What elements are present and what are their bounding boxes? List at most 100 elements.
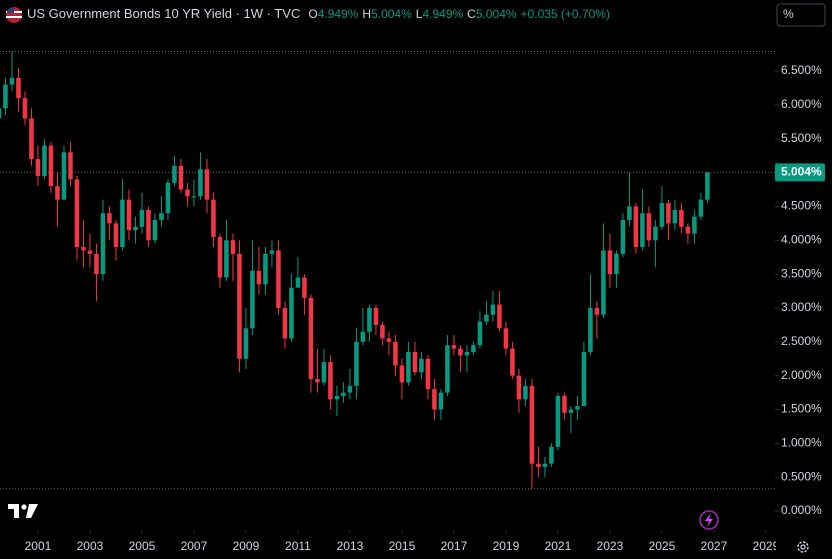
candle-body <box>516 375 522 400</box>
x-tick-label: 2023 <box>597 539 624 553</box>
candle-body <box>308 297 314 380</box>
scale-button-label[interactable]: % <box>783 7 794 21</box>
candle-body <box>633 206 639 248</box>
candle-body <box>165 182 171 214</box>
candle-body <box>178 165 184 190</box>
candle-body <box>107 213 112 224</box>
candle-body <box>575 406 580 410</box>
y-tick-label: 5.500% <box>781 131 822 145</box>
candle-body <box>451 345 457 349</box>
candle-body <box>55 186 60 200</box>
candle-body <box>646 213 652 241</box>
candle-body <box>100 213 106 275</box>
candle-body <box>263 253 268 285</box>
candle-body <box>471 345 476 352</box>
candle-body <box>503 328 509 349</box>
candle-body <box>614 253 619 275</box>
candle-body <box>360 331 366 342</box>
candle-body <box>302 277 307 298</box>
scale-button[interactable] <box>776 3 826 27</box>
candle-body <box>35 159 41 176</box>
candle-body <box>367 307 372 332</box>
candle-body <box>588 307 593 352</box>
x-tick-label: 2009 <box>233 539 260 553</box>
lightning-icon[interactable] <box>699 510 719 530</box>
candle-body <box>438 392 444 410</box>
candle-body <box>68 152 73 180</box>
candle-body <box>399 365 405 383</box>
candle-body <box>334 395 340 400</box>
candle-body <box>22 98 28 119</box>
candle-body <box>198 169 203 197</box>
candle-body <box>510 348 515 376</box>
candle-body <box>620 219 626 254</box>
y-tick-label: 0.000% <box>781 503 822 517</box>
candle-body <box>497 304 502 329</box>
candle-body <box>484 314 489 322</box>
candle-body <box>490 304 496 315</box>
candle-body <box>386 338 392 342</box>
x-tick-label: 2015 <box>389 539 416 553</box>
candle-body <box>594 307 600 315</box>
candle-body <box>146 209 151 241</box>
candle-body <box>139 209 145 227</box>
candle-body <box>211 199 216 237</box>
ohlc-key: O <box>308 7 317 21</box>
candle-body <box>315 379 320 383</box>
candle-body <box>217 236 223 278</box>
candle-body <box>549 446 554 464</box>
settings-icon[interactable] <box>797 541 809 553</box>
change: +0.035 (+0.70%) <box>521 7 610 21</box>
x-tick-label: 2025 <box>649 539 676 553</box>
ohlc-value: 5.004% <box>371 7 412 21</box>
candle-body <box>627 206 632 220</box>
y-tick-label: 6.500% <box>781 63 822 77</box>
candle-body <box>269 250 275 254</box>
y-tick-label: 4.000% <box>781 232 822 246</box>
ohlc-value: 4.949% <box>422 7 463 21</box>
candle-body <box>445 345 450 393</box>
candle-body <box>152 219 158 241</box>
candle-body <box>94 253 99 275</box>
x-tick-label: 2027 <box>701 539 728 553</box>
candle-body <box>698 199 704 217</box>
candle-body <box>172 165 177 183</box>
candle-body <box>29 118 34 160</box>
candle-body <box>477 321 483 346</box>
ohlc-key: L <box>416 7 423 21</box>
candle-body <box>3 84 8 109</box>
y-tick-label: 4.500% <box>781 199 822 213</box>
y-tick-label: 0.500% <box>781 469 822 483</box>
candle-body <box>536 463 541 468</box>
ohlc-key: H <box>362 7 371 21</box>
ohlc-value: 4.949% <box>318 7 359 21</box>
candle-body <box>250 270 255 329</box>
last-price-label: 5.004% <box>781 165 822 179</box>
y-tick-label: 2.500% <box>781 334 822 348</box>
y-tick-label: 1.500% <box>781 402 822 416</box>
candle-body <box>341 392 346 396</box>
candle-body <box>87 250 93 254</box>
candle-body <box>380 324 385 339</box>
chart-title: US Government Bonds 10 YR Yield · 1W · T… <box>27 6 300 21</box>
candle-body <box>224 240 229 278</box>
candle-body <box>321 362 327 383</box>
candle-body <box>282 307 288 339</box>
y-tick-label: 1.000% <box>781 436 822 450</box>
candle-body <box>406 351 411 383</box>
candle-body <box>230 240 236 254</box>
y-tick-label: 6.000% <box>781 97 822 111</box>
candle-body <box>607 250 613 275</box>
candle-body <box>672 209 678 224</box>
candle-body <box>653 226 658 241</box>
plot-area <box>0 50 775 490</box>
candle-body <box>113 223 119 248</box>
candle-body <box>328 362 333 400</box>
y-axis: 6.500% 6.000% 5.500% 4.500% 4.000% 3.500% 3.00… <box>775 63 825 517</box>
candle-body <box>289 287 294 339</box>
x-tick-label: 2029 <box>753 539 780 553</box>
y-tick-label: 3.000% <box>781 300 822 314</box>
